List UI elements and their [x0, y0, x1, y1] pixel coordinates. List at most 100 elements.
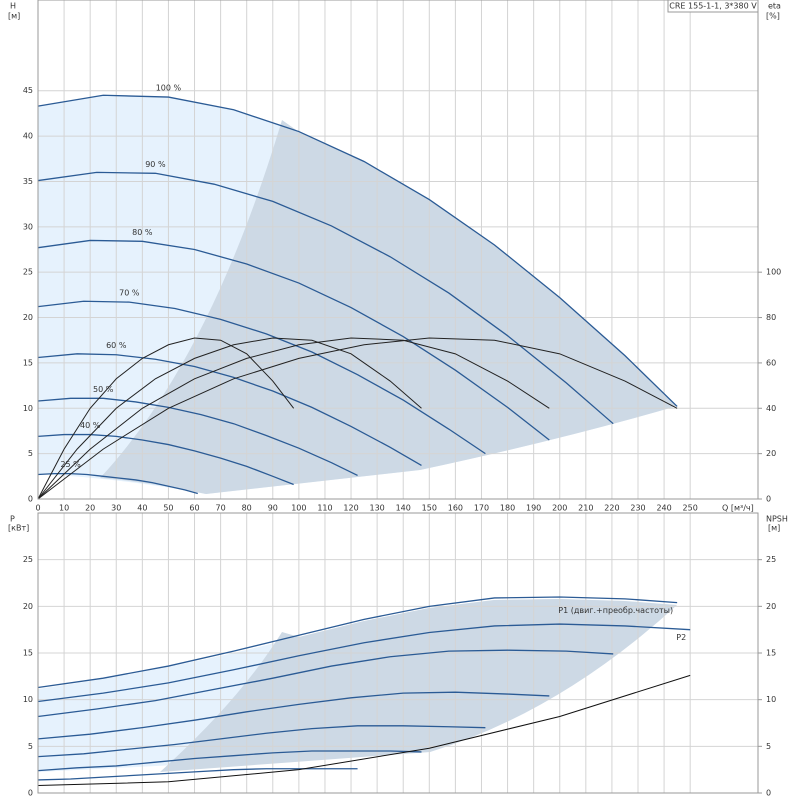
- x-tick-label: 160: [448, 504, 463, 513]
- y-tick-label: 45: [23, 86, 33, 95]
- y-tick-label: 0: [28, 789, 33, 798]
- chart-title: CRE 155-1-1, 3*380 V: [669, 2, 757, 11]
- y-tick-label: 10: [23, 404, 33, 413]
- y-tick-label: 15: [23, 649, 33, 658]
- curve: [37, 171, 614, 425]
- y2-axis-unit: [%]: [766, 12, 780, 21]
- y2-tick-label: 10: [766, 695, 776, 704]
- y-axis-unit: [кВт]: [8, 524, 29, 533]
- y-tick-label: 5: [28, 449, 33, 458]
- curve: [37, 691, 550, 740]
- curve: [37, 94, 678, 407]
- x-tick-label: 90: [268, 504, 278, 513]
- x-tick-label: 100: [291, 504, 306, 513]
- y-tick-label: 10: [23, 695, 33, 704]
- curve: [37, 239, 550, 441]
- x-tick-label: 60: [189, 504, 199, 513]
- curve-label: 100 %: [156, 84, 182, 93]
- y2-axis-label: eta: [768, 2, 781, 11]
- curve: [37, 725, 486, 758]
- y-axis-label: P: [10, 515, 15, 524]
- curve-label: P2: [676, 633, 686, 642]
- y2-tick-label: 60: [766, 358, 776, 367]
- x-tick-label: 150: [422, 504, 437, 513]
- curve: [37, 649, 614, 718]
- curve-label: 25 %: [60, 460, 81, 469]
- y2-tick-label: 40: [766, 404, 776, 413]
- x-tick-label: 80: [242, 504, 252, 513]
- x-axis-label: Q [м³/ч]: [722, 504, 754, 513]
- y2-tick-label: 0: [766, 789, 771, 798]
- y-tick-label: 25: [23, 555, 33, 564]
- x-tick-label: 140: [396, 504, 411, 513]
- x-tick-label: 210: [578, 504, 593, 513]
- curve-label: 70 %: [119, 289, 140, 298]
- y-tick-label: 0: [28, 495, 33, 504]
- curve: [37, 300, 486, 455]
- x-tick-label: 30: [111, 504, 121, 513]
- title-box: [667, 0, 759, 13]
- efficiency-curve: [37, 337, 550, 500]
- x-tick-label: 130: [369, 504, 384, 513]
- x-tick-label: 190: [526, 504, 541, 513]
- preferred-area: [100, 120, 677, 494]
- efficiency-curve: [37, 337, 295, 500]
- x-tick-label: 50: [163, 504, 173, 513]
- x-tick-label: 20: [85, 504, 95, 513]
- x-tick-label: 0: [35, 504, 40, 513]
- x-tick-label: 10: [59, 504, 69, 513]
- curve: [37, 750, 422, 772]
- y2-tick-label: 5: [766, 742, 771, 751]
- curve: [37, 433, 294, 486]
- efficiency-curve: [37, 674, 691, 787]
- curve: [37, 397, 358, 476]
- x-tick-label: 250: [683, 504, 698, 513]
- x-tick-label: 120: [343, 504, 358, 513]
- x-tick-label: 220: [604, 504, 619, 513]
- y-tick-label: 5: [28, 742, 33, 751]
- y-tick-label: 35: [23, 177, 33, 186]
- y-axis-label: H: [10, 2, 16, 11]
- y2-tick-label: 100: [766, 268, 781, 277]
- plot-frame: [37, 0, 759, 500]
- x-tick-label: 170: [474, 504, 489, 513]
- x-tick-label: 240: [656, 504, 671, 513]
- curve-label: 60 %: [106, 341, 127, 350]
- y2-tick-label: 0: [766, 495, 771, 504]
- y-axis-unit: [м]: [8, 12, 20, 21]
- y2-tick-label: 20: [766, 602, 776, 611]
- y2-axis-label: NPSH: [766, 515, 788, 524]
- x-tick-label: 70: [216, 504, 226, 513]
- preferred-area: [160, 599, 677, 772]
- y2-tick-label: 15: [766, 649, 776, 658]
- y-tick-label: 20: [23, 602, 33, 611]
- y2-tick-label: 20: [766, 449, 776, 458]
- plot-frame: [37, 512, 759, 794]
- y2-tick-label: 25: [766, 555, 776, 564]
- y-tick-label: 20: [23, 313, 33, 322]
- curve: [37, 596, 678, 689]
- y-tick-label: 15: [23, 358, 33, 367]
- y2-tick-label: 80: [766, 313, 776, 322]
- curve-label: 90 %: [145, 160, 166, 169]
- x-tick-label: 180: [500, 504, 515, 513]
- efficiency-curve: [37, 337, 678, 500]
- x-tick-label: 230: [630, 504, 645, 513]
- x-tick-label: 40: [137, 504, 147, 513]
- x-tick-label: 110: [317, 504, 332, 513]
- curve: [37, 623, 691, 703]
- curve: [37, 768, 358, 781]
- curve-label: 40 %: [80, 421, 101, 430]
- x-tick-label: 200: [552, 504, 567, 513]
- y2-axis-unit: [м]: [768, 524, 780, 533]
- curve-label: P1 (двиг.+преобр.частоты): [558, 606, 673, 615]
- efficiency-curve: [37, 337, 422, 500]
- curve-label: 50 %: [93, 385, 114, 394]
- bottom-chart: 0 5 10 15 20 25 0 5 10 15 20 25 P1 (двиг.+преобр.час…: [23, 513, 776, 798]
- y-tick-label: 30: [23, 222, 33, 231]
- curve-label: 80 %: [132, 228, 153, 237]
- y-tick-label: 40: [23, 132, 33, 141]
- curve: [37, 353, 422, 466]
